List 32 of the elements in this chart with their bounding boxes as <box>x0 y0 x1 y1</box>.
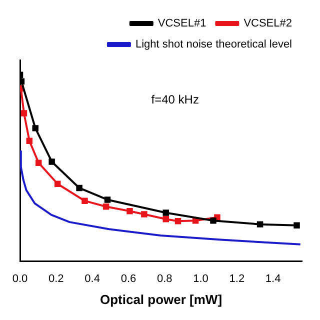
point <box>162 216 169 222</box>
x-tick-label: 1.0 <box>193 272 208 285</box>
point <box>82 198 88 204</box>
point <box>256 221 264 228</box>
x-tick-label: 1.4 <box>265 272 281 285</box>
point <box>48 158 55 165</box>
point <box>36 160 42 166</box>
point <box>76 184 82 192</box>
legend-label: Light shot noise theoretical level <box>135 38 292 51</box>
point <box>104 196 111 203</box>
point <box>20 110 28 116</box>
x-tick-label: 0.0 <box>12 272 28 285</box>
point <box>174 218 182 224</box>
point <box>294 222 300 229</box>
point <box>210 217 216 224</box>
legend-label: VCSEL#1 <box>158 18 206 30</box>
x-tick-label: 0.2 <box>48 272 64 285</box>
x-tick-label: 1.2 <box>229 272 245 285</box>
point <box>126 208 133 214</box>
point <box>32 125 38 132</box>
x-tick-label: 0.4 <box>84 272 100 285</box>
x-tick-label: 0.6 <box>120 272 136 285</box>
point <box>162 210 169 216</box>
x-axis-title: Optical power [mW] <box>100 292 222 307</box>
point <box>26 138 33 144</box>
point <box>54 180 61 188</box>
x-tick-label: 0.8 <box>156 272 172 285</box>
point <box>102 203 110 210</box>
legend-label: VCSEL#2 <box>244 18 292 30</box>
annotation: f=40 kHz <box>151 92 199 106</box>
point <box>20 78 25 85</box>
point <box>141 211 148 218</box>
